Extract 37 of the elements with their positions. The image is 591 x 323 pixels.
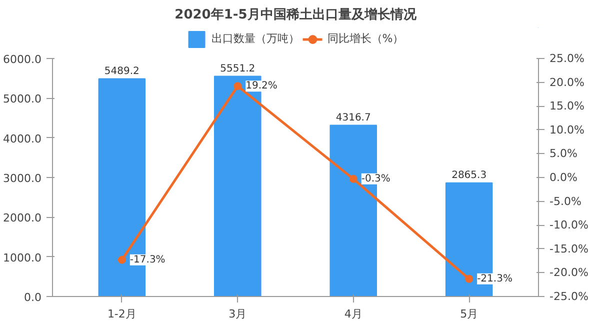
y2-tick-label: 10.0%: [550, 123, 584, 136]
x-tick-label: 1-2月: [107, 308, 136, 320]
y2-tick-label: -10.0%: [550, 218, 588, 232]
data-label: 19.2%: [246, 80, 278, 92]
y2-tick-label: -15.0%: [550, 242, 588, 256]
chart-title: 2020年1-5月中国稀土出口量及增长情况: [174, 8, 418, 22]
y-tick-label: 2000.0: [3, 212, 42, 225]
data-label: 5489.2: [104, 66, 140, 77]
legend-label: 出口数量（万吨）: [211, 31, 300, 46]
y2-tick-label: -20.0%: [550, 266, 588, 280]
y2-tick-label: 25.0%: [550, 52, 584, 65]
y-tick-label: 1000.0: [3, 251, 42, 264]
data-label: 5551.2: [220, 63, 256, 74]
y-tick-label: 4000.0: [3, 132, 42, 146]
y-tick-label: 0.0: [24, 291, 42, 304]
point: [118, 256, 126, 264]
data-label: -21.3%: [477, 273, 512, 284]
data-label: 4316.7: [336, 112, 371, 124]
point: [465, 274, 474, 283]
x-tick-label: 3月: [228, 308, 247, 320]
point: [234, 82, 242, 90]
y2-tick-label: 20.0%: [550, 76, 584, 89]
y2-tick-label: 15.0%: [550, 100, 584, 113]
data-label: 2865.3: [452, 170, 487, 181]
data-label: -17.3%: [130, 254, 166, 266]
y2-tick-label: -5.0%: [550, 194, 582, 208]
data-label: -0.3%: [361, 173, 390, 184]
point: [349, 174, 358, 183]
y2-tick-label: -25.0%: [550, 290, 588, 303]
y-tick-label: 3000.0: [3, 172, 42, 185]
y2-tick-label: 5.0%: [550, 147, 578, 160]
x-tick-label: 4月: [344, 308, 362, 320]
y2-tick-label: 0.0%: [550, 171, 578, 184]
y-tick-label: 6000.0: [3, 53, 42, 66]
y-tick-label: 5000.0: [3, 92, 42, 106]
x-tick-label: 5月: [460, 308, 478, 320]
legend-label: 同比增长（%）: [327, 31, 404, 46]
